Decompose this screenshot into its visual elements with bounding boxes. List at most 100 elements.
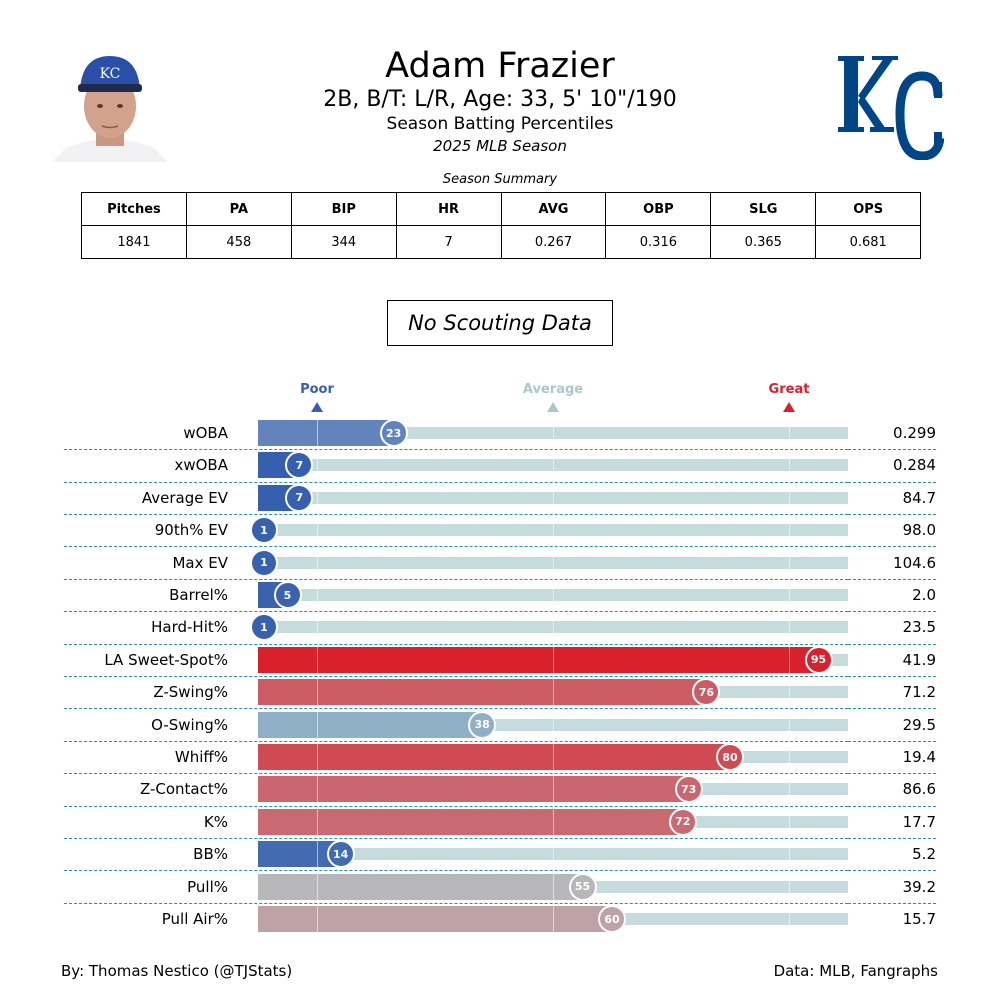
percentile-marker: 38 xyxy=(468,710,497,739)
reference-gridline xyxy=(789,517,790,544)
row-divider xyxy=(848,676,936,677)
reference-gridline xyxy=(317,744,318,770)
reference-gridline xyxy=(553,452,554,479)
percentile-marker: 73 xyxy=(674,775,703,804)
percentile-marker: 14 xyxy=(326,840,355,869)
metric-value: 71.2 xyxy=(902,683,936,702)
reference-gridline xyxy=(553,808,554,835)
summary-value-cell: 0.681 xyxy=(815,225,922,259)
metric-value: 86.6 xyxy=(902,780,936,799)
season-summary-table: Pitches PA BIP HR AVG OBP SLG OPS 1841 4… xyxy=(81,192,922,259)
row-divider xyxy=(848,643,936,645)
percentile-bar xyxy=(258,873,583,900)
scouting-text: No Scouting Data xyxy=(408,311,592,335)
metric-label: BB% xyxy=(193,845,228,864)
reference-gridline xyxy=(317,549,318,576)
metric-label: Z-Contact% xyxy=(139,780,228,799)
row-divider xyxy=(848,611,936,613)
reference-gridline xyxy=(553,420,554,446)
metric-value: 84.7 xyxy=(902,488,936,507)
reference-gridline xyxy=(317,614,318,641)
percentile-bar xyxy=(258,711,483,738)
summary-value-cell: 0.316 xyxy=(605,225,712,259)
summary-caption: Season Summary xyxy=(442,172,558,187)
metric-value: 5.2 xyxy=(912,845,936,864)
player-headshot: KC xyxy=(52,50,168,162)
reference-gridline xyxy=(317,873,318,900)
row-divider xyxy=(848,546,936,548)
percentile-marker: 1 xyxy=(250,613,278,642)
percentile-marker: 1 xyxy=(250,548,278,577)
summary-value-cell: 344 xyxy=(290,225,397,259)
row-divider xyxy=(64,870,848,872)
row-divider xyxy=(848,481,936,483)
metric-label: Barrel% xyxy=(169,586,228,604)
legend-average-label: Average xyxy=(522,382,584,397)
row-divider xyxy=(64,514,848,515)
row-divider xyxy=(848,740,936,742)
row-divider xyxy=(64,578,848,580)
season-label: 2025 MLB Season xyxy=(433,137,567,155)
reference-gridline xyxy=(553,744,554,770)
reference-gridline xyxy=(789,808,790,835)
reference-gridline xyxy=(789,873,790,900)
reference-gridline xyxy=(789,420,790,446)
metric-value: 41.9 xyxy=(902,650,936,669)
data-source: Data: MLB, Fangraphs xyxy=(773,962,938,980)
row-divider xyxy=(64,902,848,904)
summary-header-cell: OBP xyxy=(605,192,712,226)
reference-gridline xyxy=(553,776,554,803)
percentile-bar xyxy=(258,679,707,706)
row-divider xyxy=(64,481,848,483)
reference-gridline xyxy=(317,808,318,835)
reference-gridline xyxy=(789,614,790,641)
percentile-marker: 5 xyxy=(273,581,302,609)
author-credit: By: Thomas Nestico (@TJStats) xyxy=(61,962,293,980)
row-divider xyxy=(848,838,936,839)
reference-gridline xyxy=(317,841,318,868)
row-divider xyxy=(64,773,848,775)
metric-label: Average EV xyxy=(141,488,228,507)
metric-label: Pull Air% xyxy=(161,910,228,928)
summary-value-cell: 0.267 xyxy=(500,225,607,259)
percentile-bar xyxy=(258,906,612,932)
metric-label: Z-Swing% xyxy=(153,683,228,702)
player-name: Adam Frazier xyxy=(385,46,615,86)
summary-header-cell: PA xyxy=(185,192,292,226)
reference-gridline xyxy=(553,841,554,868)
summary-header-cell: BIP xyxy=(290,192,397,226)
metric-value: 15.7 xyxy=(902,910,936,928)
row-divider xyxy=(848,902,936,904)
row-divider xyxy=(848,514,936,515)
great-marker-icon xyxy=(783,402,795,412)
reference-gridline xyxy=(789,582,790,608)
reference-gridline xyxy=(789,744,790,770)
percentile-marker: 7 xyxy=(285,451,314,480)
row-divider xyxy=(64,449,848,451)
reference-gridline xyxy=(789,549,790,576)
team-logo-icon xyxy=(838,52,945,161)
row-divider xyxy=(848,805,936,807)
metric-value: 29.5 xyxy=(902,715,936,734)
metric-label: O-Swing% xyxy=(151,715,228,734)
summary-value-row: 1841 458 344 7 0.267 0.316 0.365 0.681 xyxy=(81,225,922,259)
reference-gridline xyxy=(553,646,554,673)
reference-gridline xyxy=(553,484,554,511)
metric-value: 17.7 xyxy=(902,812,936,831)
metric-label: 90th% EV xyxy=(154,521,228,540)
metric-value: 19.4 xyxy=(902,748,936,766)
percentile-marker: 1 xyxy=(250,516,278,545)
reference-gridline xyxy=(553,679,554,706)
percentile-bar xyxy=(258,776,689,803)
summary-value-cell: 458 xyxy=(185,225,292,259)
row-divider xyxy=(64,643,848,645)
percentile-bar xyxy=(258,646,819,673)
reference-gridline xyxy=(789,906,790,932)
legend-poor-label: Poor xyxy=(300,382,334,397)
metric-label: Max EV xyxy=(172,553,228,572)
reference-gridline xyxy=(553,906,554,932)
percentile-marker: 72 xyxy=(668,807,697,836)
reference-gridline xyxy=(317,646,318,673)
reference-gridline xyxy=(789,711,790,738)
metric-label: Hard-Hit% xyxy=(151,618,228,637)
